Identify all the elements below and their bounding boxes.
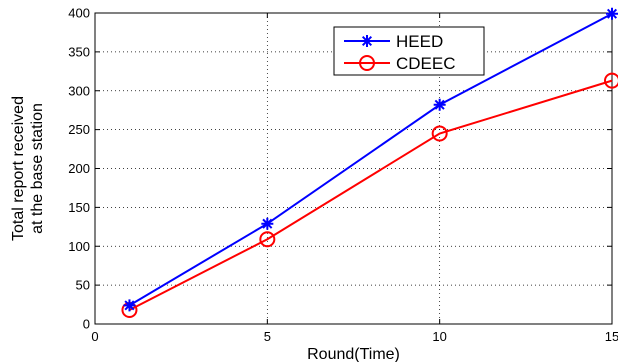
legend-box xyxy=(333,26,485,76)
series-cdeec xyxy=(121,72,618,319)
data-point-heed xyxy=(606,7,618,20)
legend-marker-heed xyxy=(361,35,373,47)
series-line-heed xyxy=(128,12,613,307)
asterisk-marker-path xyxy=(433,98,446,111)
x-tick-label: 0 xyxy=(91,329,98,344)
data-point-heed xyxy=(433,98,446,111)
data-point-heed xyxy=(123,299,136,312)
series-layer xyxy=(121,7,618,319)
y-axis-label-line-1: Total report received xyxy=(10,96,27,241)
series-heed xyxy=(123,7,618,312)
data-point-cdeec xyxy=(431,125,448,142)
legend-entry-cdeec: CDEEC xyxy=(344,54,456,73)
y-tick-label: 300 xyxy=(68,83,90,98)
data-point-cdeec xyxy=(604,72,618,89)
y-tick-label: 150 xyxy=(68,200,90,215)
y-tick-label: 250 xyxy=(68,122,90,137)
legend-label-cdeec: CDEEC xyxy=(396,54,456,73)
asterisk-marker-path xyxy=(606,7,618,20)
y-tick-label: 350 xyxy=(68,44,90,59)
asterisk-marker-path xyxy=(123,299,136,312)
asterisk-marker-path xyxy=(261,217,274,230)
y-tick-label: 100 xyxy=(68,239,90,254)
data-point-heed xyxy=(261,217,274,230)
x-axis-label: Round(Time) xyxy=(307,346,400,362)
data-point-cdeec xyxy=(259,231,276,248)
x-tick-label: 10 xyxy=(432,329,446,344)
y-axis-label-line-2: at the base station xyxy=(29,103,46,234)
legend-label-heed: HEED xyxy=(396,32,443,51)
y-axis-label: Total report received at the base statio… xyxy=(10,96,46,241)
legend-entry-heed: HEED xyxy=(344,32,443,51)
asterisk-marker-path xyxy=(361,35,373,47)
y-tick-label: 0 xyxy=(83,317,90,332)
x-tick-label: 5 xyxy=(264,329,271,344)
x-tick-label: 15 xyxy=(605,329,618,344)
series-line-cdeec xyxy=(129,79,613,311)
legend: HEED CDEEC xyxy=(333,26,485,76)
y-tick-label: 50 xyxy=(76,278,90,293)
y-tick-label: 200 xyxy=(68,161,90,176)
y-tick-label: 400 xyxy=(68,6,90,21)
legend-marker-cdeec xyxy=(359,55,375,71)
